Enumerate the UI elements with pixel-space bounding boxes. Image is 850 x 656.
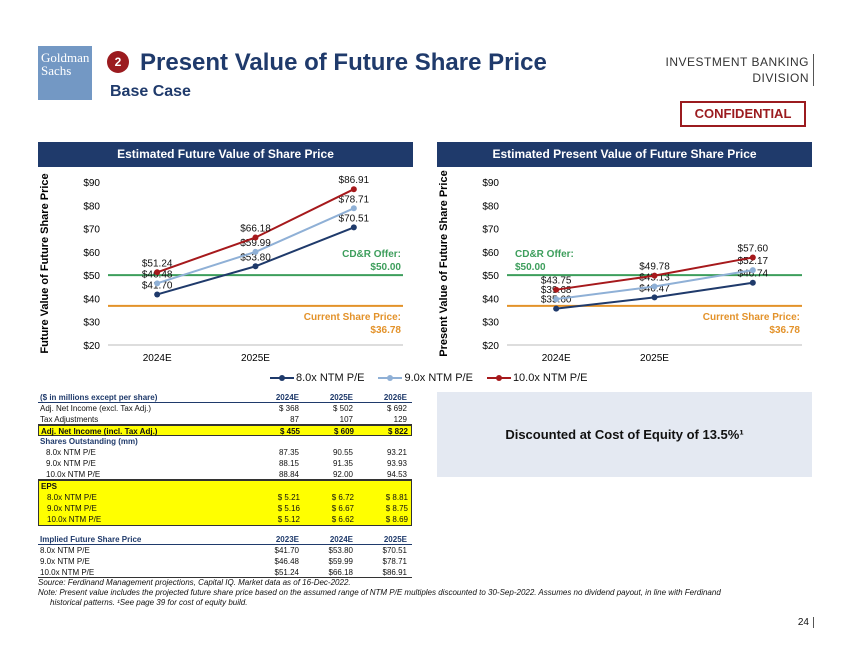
data-point — [154, 291, 161, 298]
data-label: $46.74 — [738, 269, 769, 280]
page-title: Present Value of Future Share Price — [140, 49, 547, 76]
y-tick-label: $80 — [83, 201, 100, 212]
page-subtitle: Base Case — [110, 83, 191, 100]
data-label: $49.78 — [639, 262, 670, 273]
data-point — [749, 267, 756, 274]
left-chart-title: Estimated Future Value of Share Price — [38, 142, 413, 167]
x-tick-label: 2025E — [640, 353, 669, 364]
cdr-offer-label: CD&R Offer: — [342, 249, 401, 260]
data-label: $43.75 — [541, 276, 572, 287]
data-point — [350, 224, 357, 231]
data-label: $53.80 — [240, 252, 271, 263]
data-point — [252, 248, 259, 255]
table-row: Tax Adjustments 87 107 129 — [38, 414, 412, 425]
data-point — [651, 272, 658, 279]
table-row: 10.0x NTM P/E 88.84 92.00 94.53 — [38, 469, 412, 480]
cdr-offer-label: CD&R Offer: — [515, 249, 574, 260]
y-tick-label: $40 — [482, 294, 499, 305]
data-point — [651, 294, 658, 301]
legend-item-10x: 10.0x NTM P/E — [486, 372, 588, 384]
data-label: $70.51 — [339, 213, 370, 224]
current-price-label: Current Share Price: — [703, 312, 800, 323]
y-tick-label: $40 — [83, 294, 100, 305]
y-axis-title: Future Value of Future Share Price — [39, 173, 51, 353]
data-point — [252, 263, 259, 270]
legend-item-8x: 8.0x NTM P/E — [270, 372, 364, 384]
data-label: $52.17 — [738, 256, 769, 267]
y-tick-label: $70 — [83, 225, 100, 236]
y-tick-label: $80 — [482, 201, 499, 212]
data-point — [749, 254, 756, 261]
table-row: 8.0x NTM P/E $ 5.21 $ 6.72 $ 8.81 — [47, 493, 408, 502]
data-point — [553, 296, 560, 303]
discount-rate-callout: Discounted at Cost of Equity of 13.5%¹ — [437, 392, 812, 477]
table-row: 8.0x NTM P/E $41.70 $53.80 $70.51 — [40, 546, 407, 555]
financials-table: ($ in millions except per share) 2024E 202… — [38, 392, 412, 578]
data-point — [749, 279, 756, 286]
y-tick-label: $20 — [83, 341, 100, 352]
data-label: $86.91 — [339, 175, 370, 186]
data-point — [154, 280, 161, 287]
y-tick-label: $30 — [482, 318, 499, 329]
table-row: Adj. Net Income (excl. Tax Adj.) $ 368 $ 5… — [40, 404, 407, 413]
x-tick-label: 2024E — [143, 353, 172, 364]
goldman-sachs-logo: Goldman Sachs — [38, 46, 92, 100]
y-tick-label: $70 — [482, 225, 499, 236]
data-point — [553, 286, 560, 293]
y-tick-label: $90 — [482, 178, 499, 189]
y-axis-title: Present Value of Future Share Price — [438, 170, 450, 356]
y-tick-label: $50 — [83, 271, 100, 282]
page-number: 24 — [798, 617, 814, 628]
table-row: 9.0x NTM P/E $ 5.16 $ 6.67 $ 8.75 — [47, 504, 408, 513]
eps-section-label: EPS — [41, 482, 58, 491]
cdr-offer-value: $50.00 — [515, 262, 546, 273]
right-chart-title: Estimated Present Value of Future Share … — [437, 142, 812, 167]
eps-block: EPS 8.0x NTM P/E $ 5.21 $ 6.72 $ 8.81 9.0x … — [38, 480, 412, 526]
data-point — [154, 269, 161, 276]
data-label: $59.99 — [240, 238, 271, 249]
data-point — [252, 234, 259, 241]
data-point — [350, 205, 357, 212]
data-point — [350, 186, 357, 193]
present-value-chart: Present Value of Future Share Price $20 $3… — [438, 170, 802, 364]
table-row: 10.0x NTM P/E $ 5.12 $ 6.62 $ 8.69 — [47, 515, 408, 524]
source-notes: Source: Ferdinand Management projections… — [38, 578, 721, 607]
cdr-offer-value: $50.00 — [370, 262, 401, 273]
y-tick-label: $60 — [83, 248, 100, 259]
table-header: ($ in millions except per share) 2024E 202… — [38, 392, 412, 403]
current-price-label: Current Share Price: — [304, 312, 401, 323]
data-point — [651, 283, 658, 290]
data-label: $66.18 — [240, 223, 271, 234]
table-row: 10.0x NTM P/E $51.24 $66.18 $86.91 — [38, 567, 412, 578]
implied-header: Implied Future Share Price 2023E 2024E 2025… — [38, 534, 412, 545]
y-tick-label: $30 — [83, 318, 100, 329]
data-label: $78.71 — [339, 194, 370, 205]
chart-legend: 8.0x NTM P/E 9.0x NTM P/E 10.0x NTM P/E — [270, 372, 588, 384]
table-row: 9.0x NTM P/E $46.48 $59.99 $78.71 — [40, 557, 407, 566]
current-price-value: $36.78 — [769, 325, 800, 336]
table-row: 9.0x NTM P/E 88.15 91.35 93.93 — [46, 459, 407, 468]
data-point — [553, 305, 560, 312]
current-price-value: $36.78 — [370, 325, 401, 336]
data-label: $51.24 — [142, 258, 173, 269]
confidential-badge: CONFIDENTIAL — [680, 101, 806, 127]
shares-section-label: Shares Outstanding (mm) — [40, 437, 138, 446]
y-tick-label: $60 — [482, 248, 499, 259]
y-tick-label: $50 — [482, 271, 499, 282]
legend-item-9x: 9.0x NTM P/E — [378, 372, 473, 384]
y-tick-label: $20 — [482, 341, 499, 352]
step-badge: 2 — [107, 51, 129, 73]
table-row-total: Adj. Net Income (incl. Tax Adj.) $ 455 $ 6… — [38, 425, 412, 436]
division-label: INVESTMENT BANKING DIVISION — [666, 54, 814, 86]
table-row: 8.0x NTM P/E 87.35 90.55 93.21 — [46, 448, 407, 457]
data-label: $57.60 — [738, 243, 769, 254]
x-tick-label: 2024E — [542, 353, 571, 364]
x-tick-label: 2025E — [241, 353, 270, 364]
future-value-chart: Future Value of Future Share Price $20 $30… — [39, 173, 403, 364]
y-tick-label: $90 — [83, 178, 100, 189]
